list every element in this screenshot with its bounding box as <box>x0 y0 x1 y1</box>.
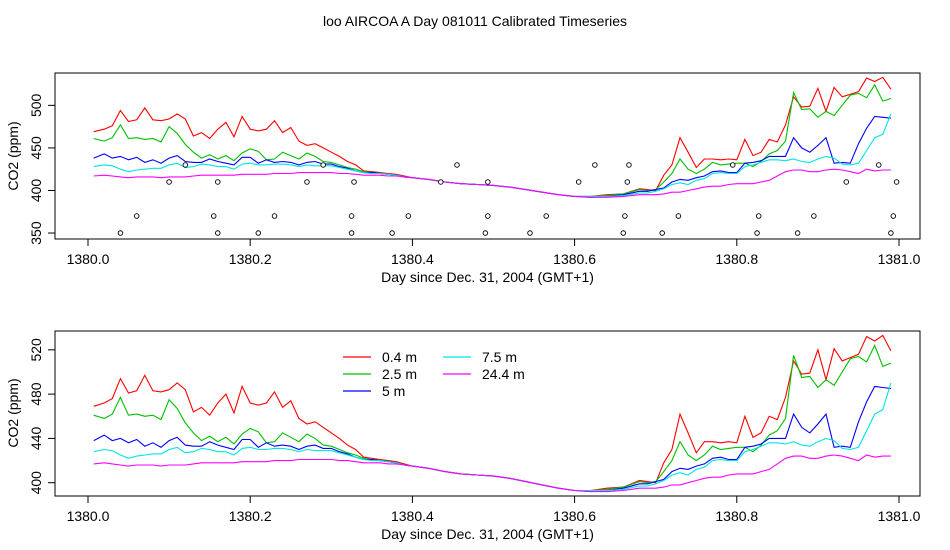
x-tick-label: 1380.8 <box>715 251 758 267</box>
sample-marker <box>255 230 262 236</box>
series-line-4 <box>93 113 892 197</box>
sample-marker <box>117 230 124 236</box>
series-line-5 <box>93 454 891 493</box>
x-tick-label: 1380.4 <box>391 251 434 267</box>
legend-label: 0.4 m <box>382 349 417 365</box>
x-tick-label: 1381.0 <box>878 508 921 524</box>
sample-marker <box>133 213 140 219</box>
sample-marker <box>304 179 310 185</box>
y-tick-label: 480 <box>28 382 44 406</box>
sample-marker <box>592 162 598 168</box>
sample-marker <box>271 213 278 219</box>
sample-marker <box>215 230 221 236</box>
sample-marker <box>624 179 631 185</box>
sample-marker <box>348 213 355 219</box>
x-tick-label: 1380.6 <box>553 251 596 267</box>
sample-marker <box>675 213 682 219</box>
x-tick-label: 1380.0 <box>67 508 110 524</box>
y-tick-label: 440 <box>28 427 44 451</box>
sample-marker <box>754 230 760 236</box>
sample-marker <box>320 162 326 168</box>
series-line-1 <box>93 76 892 197</box>
sample-marker <box>543 213 549 219</box>
sample-marker <box>527 230 533 236</box>
y-tick-label: 520 <box>28 338 44 362</box>
x-tick-label: 1380.0 <box>67 251 110 267</box>
bottom-chart-panel: 1380.0 1380.2 1380.4 1380.6 1380.8 1381.0 Day … <box>5 330 921 542</box>
y-tick-label: 500 <box>28 93 44 117</box>
sample-marker <box>348 230 355 236</box>
sample-marker <box>659 230 665 236</box>
x-axis-label: Day since Dec. 31, 2004 (GMT+1) <box>381 526 594 542</box>
series-group <box>93 76 892 198</box>
x-tick-label: 1381.0 <box>878 251 921 267</box>
y-tick-label: 400 <box>28 179 44 203</box>
sample-marker <box>888 230 894 236</box>
sample-marker <box>405 213 412 219</box>
legend-label: 5 m <box>382 383 405 399</box>
sample-marker <box>182 162 189 168</box>
series-line-5 <box>93 168 891 198</box>
sample-marker <box>215 179 221 185</box>
sample-marker <box>485 179 491 185</box>
sample-marker <box>620 230 627 236</box>
x-tick-label: 1380.4 <box>391 508 434 524</box>
series-line-4 <box>93 382 892 492</box>
sample-marker <box>729 162 736 168</box>
plot-frame <box>54 330 921 497</box>
sample-marker <box>622 213 628 219</box>
sample-marker <box>893 179 900 185</box>
legend: 0.4 m2.5 m5 m 7.5 m24.4 m <box>343 349 525 399</box>
sample-marker <box>166 179 172 185</box>
sample-marker <box>875 162 882 168</box>
y-axis-label: CO2 (ppm) <box>5 378 21 447</box>
sample-marker <box>351 179 357 185</box>
y-tick-label: 350 <box>28 221 44 245</box>
x-tick-label: 1380.2 <box>229 508 272 524</box>
x-tick-label: 1380.6 <box>553 508 596 524</box>
top-chart-panel: 1380.0 1380.2 1380.4 1380.6 1380.8 1381.0 Day … <box>5 72 921 285</box>
sample-marker <box>454 162 460 168</box>
y-axis-label: CO2 (ppm) <box>5 121 21 190</box>
sample-marker <box>575 179 582 185</box>
sample-marker <box>843 179 850 185</box>
x-axis-label: Day since Dec. 31, 2004 (GMT+1) <box>381 269 594 285</box>
legend-label: 24.4 m <box>482 366 525 382</box>
sample-marker <box>626 162 632 168</box>
x-tick-label: 1380.2 <box>229 251 272 267</box>
sample-marker <box>210 213 217 219</box>
legend-label: 2.5 m <box>382 366 417 382</box>
plot-frame <box>54 72 921 240</box>
sample-marker <box>485 213 491 219</box>
sample-marker <box>811 213 817 219</box>
sample-marker <box>482 230 489 236</box>
sample-marker <box>755 213 762 219</box>
sample-marker <box>438 179 444 185</box>
sample-marker <box>890 213 897 219</box>
legend-label: 7.5 m <box>482 349 517 365</box>
sample-marker <box>794 230 801 236</box>
y-tick-label: 450 <box>28 136 44 160</box>
sample-marker <box>389 230 395 236</box>
x-tick-label: 1380.8 <box>715 508 758 524</box>
y-tick-label: 400 <box>28 471 44 495</box>
series-group <box>93 334 892 493</box>
figure-title: loo AIRCOA A Day 081011 Calibrated Times… <box>323 13 627 29</box>
